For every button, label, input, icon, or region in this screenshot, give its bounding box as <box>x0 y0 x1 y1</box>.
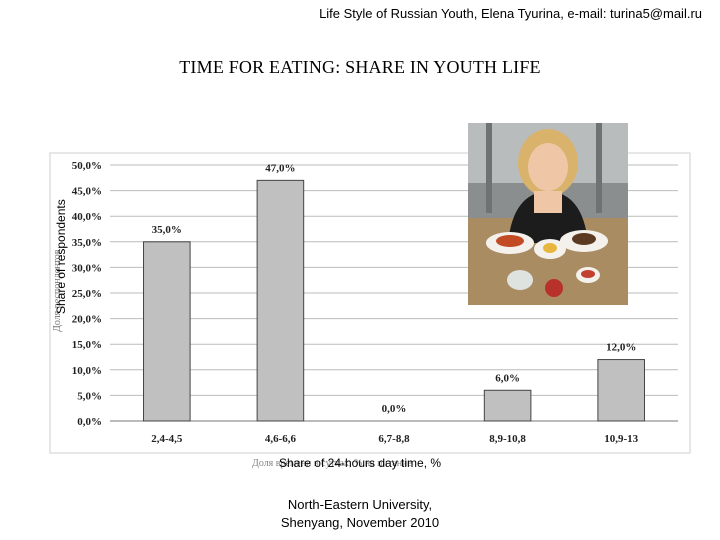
footer: North-Eastern University, Shenyang, Nove… <box>0 496 720 532</box>
y-tick-label: 10,0% <box>72 365 102 377</box>
bar <box>483 389 532 422</box>
x-tick-label: 6,7-8,8 <box>378 433 410 445</box>
footer-line-1: North-Eastern University, <box>287 497 433 512</box>
data-label: 12,0% <box>606 342 636 354</box>
data-label: 35,0% <box>152 224 182 236</box>
y-tick-label: 25,0% <box>72 288 102 300</box>
x-tick-label: 4,6-6,6 <box>265 433 297 445</box>
y-tick-label: 35,0% <box>72 237 102 249</box>
data-label: 47,0% <box>265 162 295 174</box>
bar <box>143 241 191 422</box>
y-tick-label: 0,0% <box>77 416 102 428</box>
y-axis-label: Share of respondents <box>54 199 68 314</box>
y-tick-label: 15,0% <box>72 339 102 351</box>
x-tick-label: 2,4-4,5 <box>151 433 183 445</box>
y-tick-label: 40,0% <box>72 211 102 223</box>
data-label: 6,0% <box>495 372 520 384</box>
header-caption: Life Style of Russian Youth, Elena Tyuri… <box>319 6 702 21</box>
woman-with-plates-photo <box>468 123 628 305</box>
page-title: TIME FOR EATING: SHARE IN YOUTH LIFE <box>179 57 541 77</box>
x-tick-label: 8,9-10,8 <box>489 433 526 445</box>
footer-line-2: Shenyang, November 2010 <box>280 515 440 530</box>
data-label: 0,0% <box>382 403 407 415</box>
y-tick-label: 5,0% <box>77 390 102 402</box>
x-axis-label: Share of 24-hours day time, % <box>278 456 442 470</box>
bar <box>256 179 305 422</box>
y-tick-label: 50,0% <box>72 160 102 172</box>
y-tick-label: 45,0% <box>72 186 102 198</box>
y-tick-label: 30,0% <box>72 262 102 274</box>
bar <box>597 359 645 422</box>
x-tick-label: 10,9-13 <box>604 433 638 445</box>
x-axis-label-original: Доля времени в сутках, % на питание <box>252 458 412 469</box>
y-tick-label: 20,0% <box>72 314 102 326</box>
